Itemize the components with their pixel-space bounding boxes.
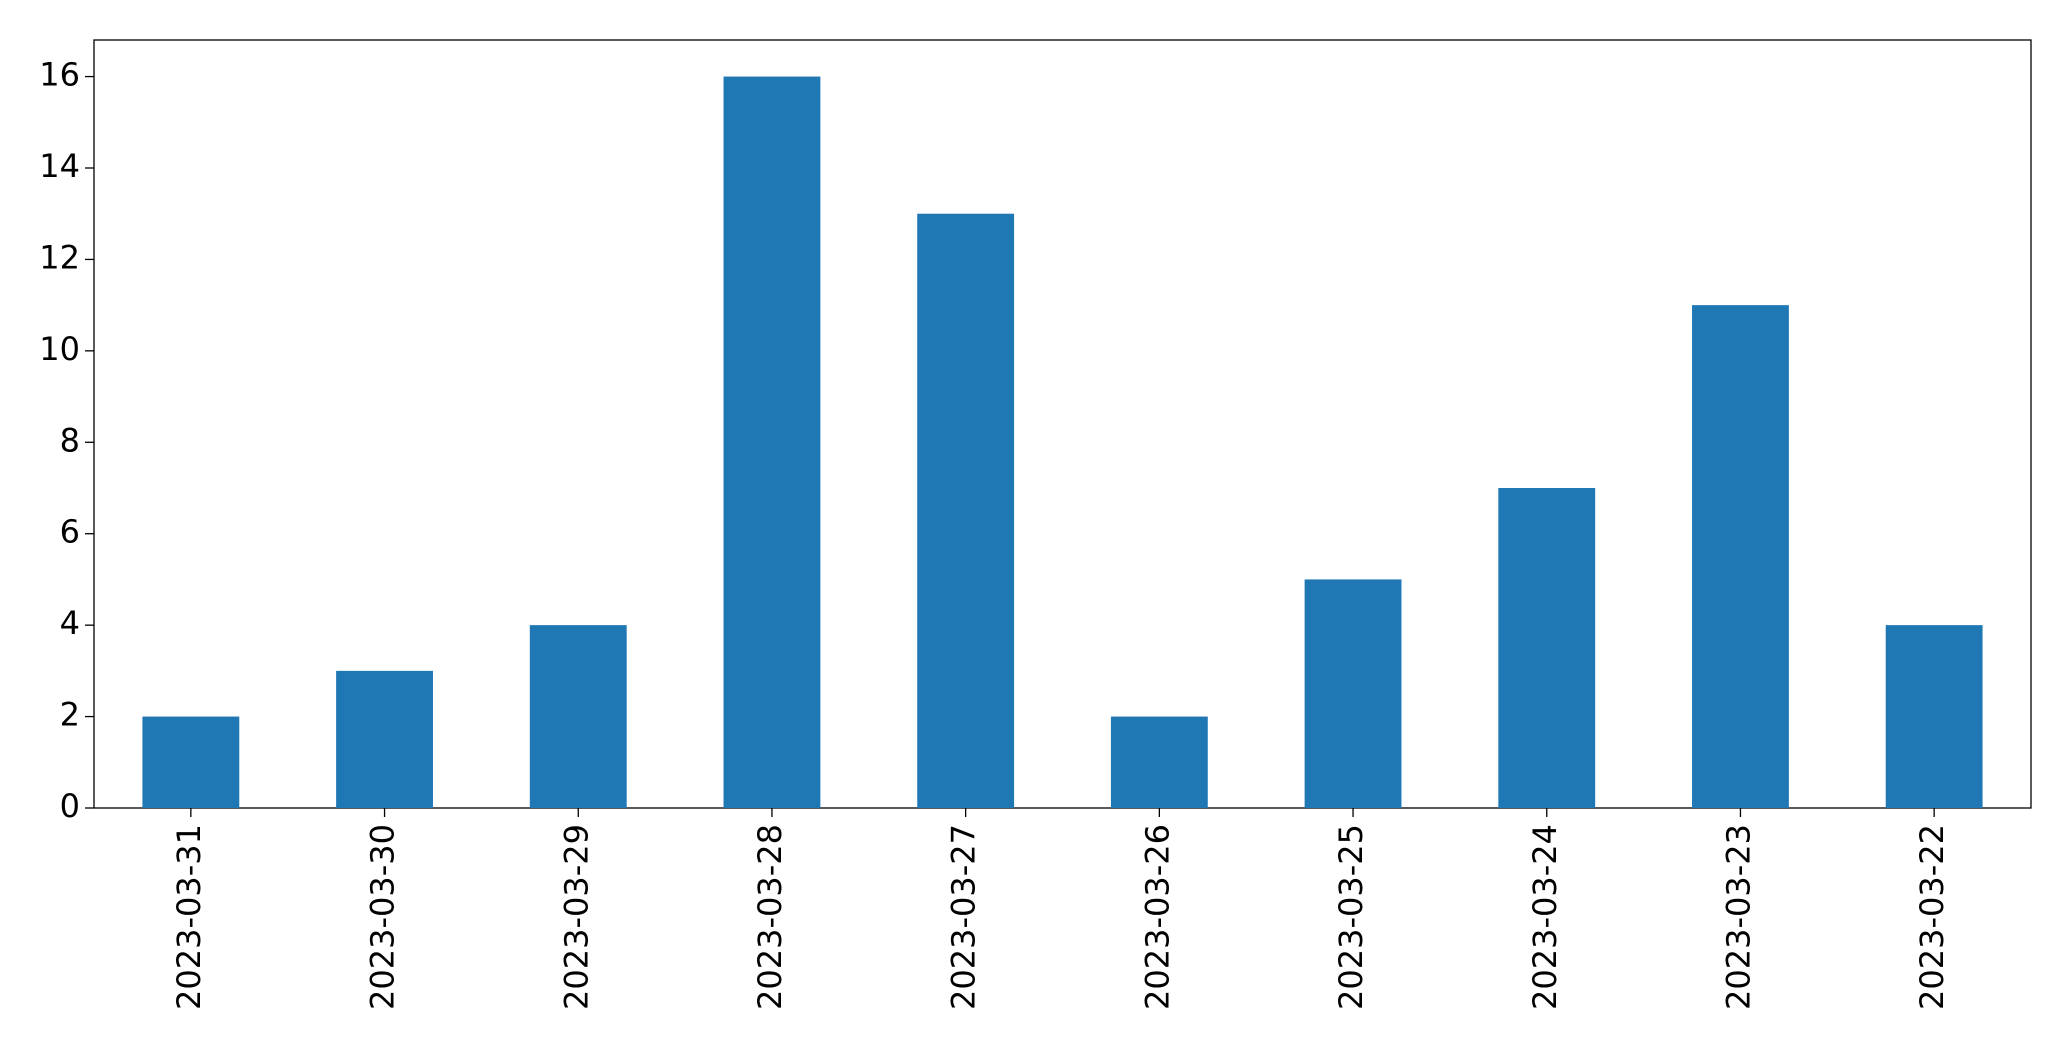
bar <box>1498 488 1596 808</box>
x-tick-label: 2023-03-25 <box>1332 824 1370 1010</box>
y-tick-label: 12 <box>39 238 80 276</box>
x-tick-label: 2023-03-26 <box>1138 824 1176 1010</box>
x-tick-label: 2023-03-27 <box>945 824 983 1010</box>
bar <box>529 625 627 808</box>
bar <box>1304 579 1402 808</box>
bar <box>917 213 1015 808</box>
x-tick-label: 2023-03-28 <box>751 824 789 1010</box>
bar <box>723 76 821 809</box>
y-tick-label: 8 <box>60 421 80 459</box>
x-tick-label: 2023-03-31 <box>170 824 208 1010</box>
x-tick-label: 2023-03-29 <box>557 824 595 1010</box>
y-tick-label: 2 <box>60 696 80 734</box>
y-tick-label: 6 <box>60 513 80 551</box>
x-tick-label: 2023-03-30 <box>364 824 402 1010</box>
bar <box>142 716 240 808</box>
y-tick-label: 14 <box>39 147 80 185</box>
y-tick-label: 4 <box>60 604 80 642</box>
y-tick-label: 0 <box>60 787 80 825</box>
bar <box>1692 305 1789 808</box>
bar <box>1110 716 1208 808</box>
y-tick-label: 16 <box>39 56 80 94</box>
plot-frame <box>93 39 2032 809</box>
y-tick-label: 10 <box>39 330 80 368</box>
x-tick-label: 2023-03-24 <box>1526 824 1564 1010</box>
x-tick-label: 2023-03-23 <box>1719 824 1757 1010</box>
x-tick-label: 2023-03-22 <box>1913 824 1951 1010</box>
bar <box>1885 625 1983 808</box>
bar <box>336 670 433 808</box>
